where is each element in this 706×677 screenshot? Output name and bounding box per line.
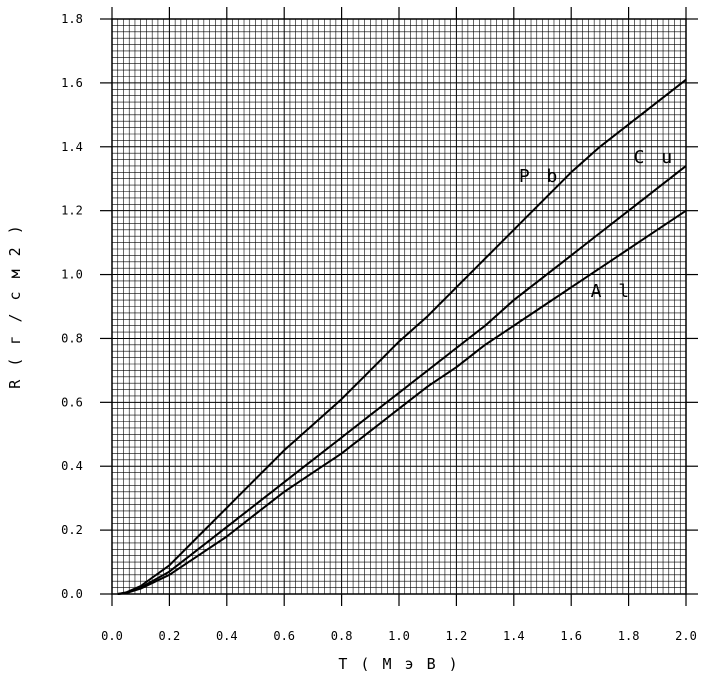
x-tick-label: 1.8 xyxy=(618,629,640,643)
x-tick-labels: 0.0 0.2 0.4 0.6 0.8 1.0 1.2 1.4 1.6 1.8 2.0 xyxy=(101,629,697,643)
x-tick-label: 2.0 xyxy=(675,629,697,643)
y-tick-label: 0.0 xyxy=(61,587,83,601)
series-labels: P b C u A l xyxy=(519,147,676,302)
y-tick-label: 1.6 xyxy=(61,76,83,90)
series-label-cu: C u xyxy=(634,147,676,168)
y-tick-label: 1.2 xyxy=(61,204,83,218)
series-label-al: A l xyxy=(591,281,633,302)
x-tick-label: 1.4 xyxy=(503,629,525,643)
y-tick-label: 1.8 xyxy=(61,12,83,26)
y-tick-labels: 0.0 0.2 0.4 0.6 0.8 1.0 1.2 1.4 1.6 1.8 xyxy=(61,12,83,601)
x-tick-label: 1.0 xyxy=(388,629,410,643)
series-line-cu xyxy=(117,165,687,595)
x-tick-label: 0.6 xyxy=(273,629,295,643)
series-line-pb xyxy=(117,78,687,595)
y-tick-label: 0.8 xyxy=(61,331,83,345)
x-tick-label: 1.6 xyxy=(560,629,582,643)
x-axis-title: T ( М э В ) xyxy=(338,655,459,673)
series-line-al xyxy=(117,209,687,595)
x-tick-label: 0.0 xyxy=(101,629,123,643)
x-tick-label: 0.8 xyxy=(331,629,353,643)
y-axis-title: R ( г / с м 2 ) xyxy=(6,223,24,388)
x-tick-label: 1.2 xyxy=(446,629,468,643)
y-tick-label: 1.4 xyxy=(61,140,83,154)
y-tick-label: 0.2 xyxy=(61,523,83,537)
x-tick-label: 0.2 xyxy=(159,629,181,643)
x-tick-label: 0.4 xyxy=(216,629,238,643)
y-tick-label: 0.6 xyxy=(61,395,83,409)
axis-ticks xyxy=(100,7,698,606)
plot-frame xyxy=(111,18,687,595)
series-lines xyxy=(117,78,687,595)
y-tick-label: 0.4 xyxy=(61,459,83,473)
y-tick-label: 1.0 xyxy=(61,268,83,282)
series-label-pb: P b xyxy=(519,166,561,187)
